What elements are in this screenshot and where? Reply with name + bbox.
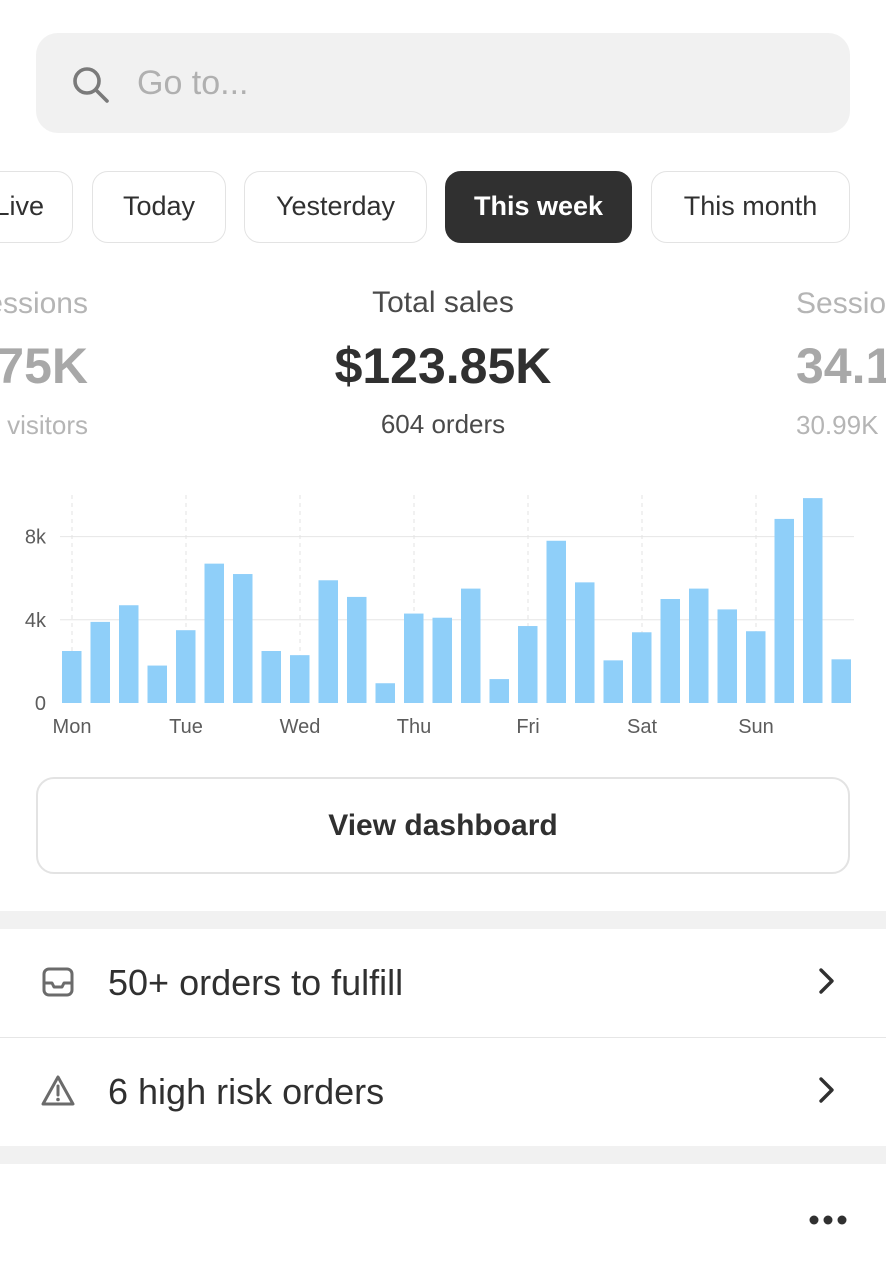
search-icon [73, 67, 109, 103]
chart-bar [404, 613, 424, 703]
section-divider [0, 1146, 886, 1164]
search-bar[interactable]: Go to... [36, 33, 850, 133]
chart-bar [261, 651, 281, 703]
tab-live[interactable]: Live [0, 171, 73, 243]
x-tick-label: Tue [169, 716, 203, 738]
chart-bar [575, 582, 595, 703]
metric-left-value: 75K [0, 338, 88, 394]
chart-bar [62, 651, 82, 703]
metric-right-label: Sessions [796, 287, 886, 320]
tab-this-month[interactable]: This month [651, 171, 850, 243]
y-tick-label: 8k [25, 527, 47, 549]
metric-right-value: 34.1 [796, 338, 886, 394]
x-tick-label: Thu [397, 716, 431, 738]
metric-left-sub: visitors [7, 410, 88, 440]
view-dashboard-button[interactable]: View dashboard [36, 777, 850, 874]
alert-triangle-icon [41, 1075, 75, 1106]
x-tick-label: Mon [53, 716, 92, 738]
metric-left-label: Sessions [0, 287, 88, 320]
metric-center-value: $123.85K [334, 338, 552, 394]
chart-bar [233, 574, 253, 703]
chevron-right-icon [819, 968, 834, 994]
chart-bar [461, 588, 481, 703]
task-row-fulfill[interactable]: 50+ orders to fulfill [0, 929, 886, 1038]
y-tick-label: 4k [25, 610, 47, 632]
chart-bar [603, 660, 623, 703]
section-divider [0, 911, 886, 929]
task-row-high-risk[interactable]: 6 high risk orders [0, 1038, 886, 1146]
chart-bar [546, 540, 566, 703]
chart-bar [660, 599, 680, 703]
chart-bar [176, 630, 196, 703]
tab-today[interactable]: Today [92, 171, 226, 243]
chart-bar [717, 609, 737, 703]
chart-bar [831, 659, 851, 703]
chevron-right-icon [819, 1077, 834, 1103]
chart-bar [774, 518, 794, 703]
tab-this-week[interactable]: This week [445, 171, 632, 243]
metric-right-sub: 30.99K [796, 410, 879, 440]
chart-bar [432, 617, 452, 703]
metric-center-label: Total sales [372, 286, 514, 319]
chart-bar [803, 498, 823, 703]
chart-bar [489, 679, 509, 703]
chart-bar [518, 626, 538, 703]
tab-yesterday[interactable]: Yesterday [244, 171, 427, 243]
chart-bar [204, 563, 224, 703]
inbox-icon [42, 967, 74, 997]
x-tick-label: Wed [280, 716, 321, 738]
chart-bar [632, 632, 652, 703]
metric-center-sub: 604 orders [380, 409, 506, 439]
chart-bar [318, 580, 338, 703]
chart-bar [147, 665, 167, 703]
y-tick-label: 0 [35, 693, 46, 715]
chart-bar [347, 596, 367, 703]
search-placeholder: Go to... [137, 64, 249, 102]
x-tick-label: Sun [738, 716, 774, 738]
chart-bar [746, 631, 766, 703]
chart-bar [375, 683, 395, 703]
task-label: 50+ orders to fulfill [108, 962, 404, 1003]
task-label: 6 high risk orders [108, 1071, 385, 1112]
more-options-icon[interactable] [806, 1210, 850, 1230]
chart-bar [689, 588, 709, 703]
chart-bar [90, 621, 110, 703]
sales-bar-chart: 0 4k 8k Mon Tue Wed Thu Fri Sat Sun [25, 495, 854, 738]
chart-bar [119, 605, 139, 703]
x-tick-label: Sat [627, 716, 657, 738]
chart-bar [290, 655, 310, 703]
x-tick-label: Fri [516, 716, 539, 738]
